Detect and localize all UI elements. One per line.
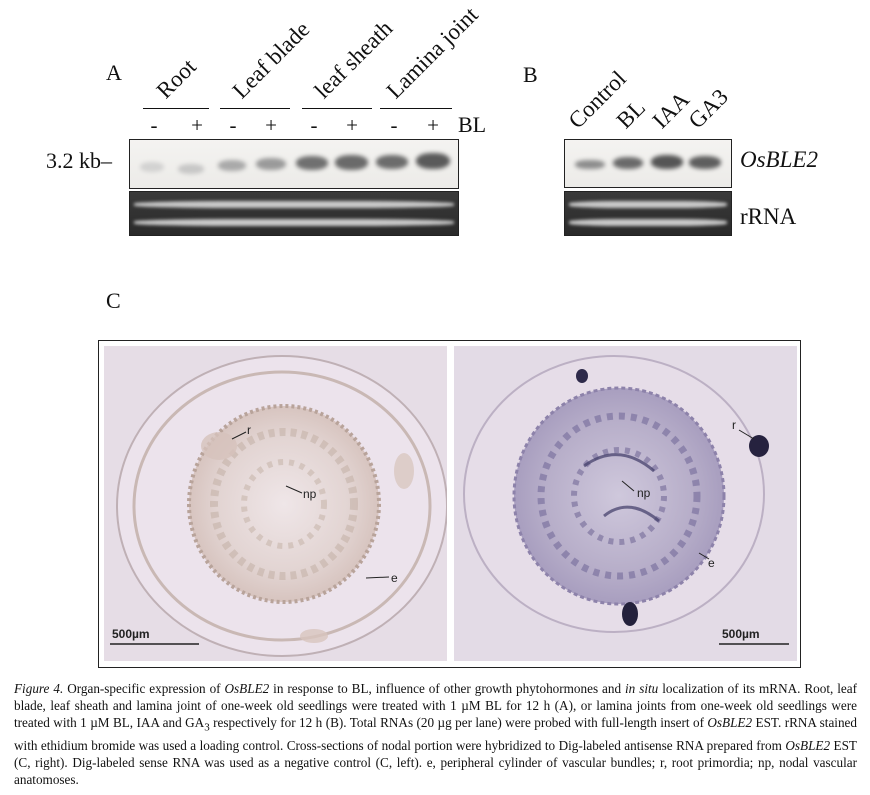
northern-blot-a — [129, 139, 459, 189]
treatment-sign: - — [229, 113, 237, 137]
group-underline — [380, 108, 452, 109]
cross-section-left — [110, 355, 447, 657]
panel-b-lane-label: GA3 — [683, 83, 733, 134]
rrna-band — [134, 201, 454, 208]
panel-c-letter: C — [106, 288, 121, 313]
treatment-sign: - — [390, 113, 398, 137]
micrograph-antisense: r np e 500µm — [454, 346, 797, 661]
blot-band — [296, 156, 328, 170]
blot-band — [416, 153, 450, 169]
group-underline — [302, 108, 372, 109]
treatment-sign: + — [346, 113, 358, 137]
panel-a-letter: A — [106, 60, 122, 85]
blot-band — [689, 156, 721, 169]
blot-band — [178, 164, 204, 174]
label-e: e — [708, 556, 715, 570]
treatment-sign: - — [310, 113, 318, 137]
panel-a-group-label: leaf sheath — [309, 15, 398, 104]
rrna-label: rRNA — [740, 204, 797, 229]
label-np: np — [303, 487, 317, 501]
panel-b-letter: B — [523, 62, 538, 87]
group-underline — [220, 108, 290, 109]
gene-label: OsBLE2 — [740, 147, 818, 172]
rrna-blot-a — [129, 191, 459, 236]
label-r: r — [247, 423, 251, 437]
scale-bar-label: 500µm — [112, 627, 150, 641]
blot-band — [335, 155, 368, 170]
label-e: e — [391, 571, 398, 585]
panel-b-lane-label: BL — [611, 94, 651, 134]
rrna-band — [569, 219, 727, 226]
panel-a-group-label: Root — [151, 53, 201, 104]
label-np: np — [637, 486, 651, 500]
panel-a-group-label: Leaf blade — [227, 16, 315, 104]
treatment-sign: + — [191, 113, 203, 137]
blot-band — [140, 162, 164, 172]
micrograph-frame: r np e 500µm — [98, 340, 801, 668]
rrna-band — [134, 219, 454, 226]
figure-caption: Figure 4. Organ-specific expression of O… — [14, 681, 858, 787]
figure-label: Figure 4. — [14, 681, 64, 696]
treatment-label: BL — [458, 112, 487, 137]
treatment-sign: + — [265, 113, 277, 137]
scale-bar-label: 500µm — [722, 627, 760, 641]
blot-band — [613, 157, 643, 169]
blot-band — [575, 160, 605, 169]
treatment-sign: - — [150, 113, 158, 137]
panel-a-group-label: Lamina joint — [381, 2, 483, 104]
micrograph-sense-control: r np e 500µm — [104, 346, 447, 661]
northern-blot-b — [564, 139, 732, 188]
label-r: r — [732, 418, 736, 432]
size-marker: 3.2 kb– — [46, 148, 112, 173]
rrna-band — [569, 201, 727, 208]
blot-band — [256, 158, 286, 170]
blot-band — [651, 155, 683, 169]
treatment-sign: + — [427, 113, 439, 137]
blot-band — [218, 160, 246, 171]
group-underline — [143, 108, 209, 109]
cross-section-right — [463, 355, 789, 645]
blot-band — [376, 155, 408, 169]
rrna-blot-b — [564, 191, 732, 236]
